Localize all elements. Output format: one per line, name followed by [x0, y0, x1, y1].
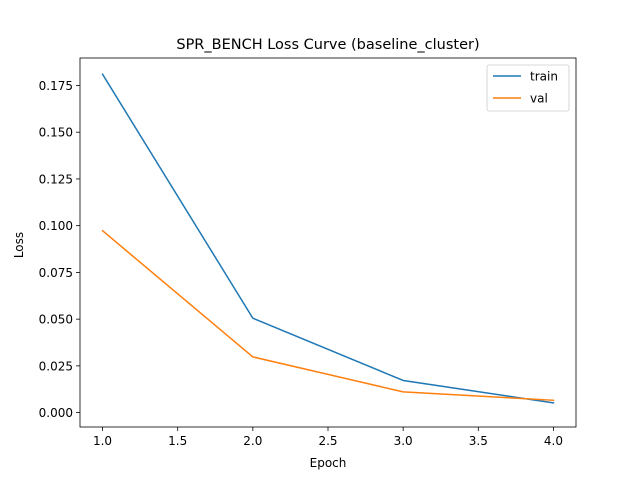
y-tick-label: 0.075 [39, 266, 73, 280]
x-tick-label: 2.5 [318, 434, 337, 448]
y-tick-label: 0.150 [39, 126, 73, 140]
x-tick-label: 2.0 [243, 434, 262, 448]
legend: train val [486, 64, 570, 112]
axes-frame [79, 57, 577, 428]
x-tick-label: 3.0 [394, 434, 413, 448]
y-tick-label: 0.025 [39, 359, 73, 373]
legend-label-train: train [530, 70, 558, 84]
x-tick-label: 1.0 [93, 434, 112, 448]
legend-label-val: val [530, 92, 548, 106]
x-tick-label: 3.5 [469, 434, 488, 448]
plot-area: 1.0 1.5 2.0 2.5 3.0 3.5 4.0 0.000 0.025 0.050 0.07… [39, 57, 577, 448]
x-tick-label: 1.5 [168, 434, 187, 448]
y-tick-label: 0.125 [39, 172, 73, 186]
series-line-train [101, 73, 555, 404]
y-tick-label: 0.100 [39, 219, 73, 233]
y-tick-label: 0.050 [39, 313, 73, 327]
y-axis-label: Loss [12, 232, 26, 258]
y-tick-label: 0.000 [39, 406, 73, 420]
x-tick-label: 4.0 [544, 434, 563, 448]
chart-title: SPR_BENCH Loss Curve (baseline_cluster) [176, 37, 479, 53]
x-axis-label: Epoch [310, 456, 347, 470]
y-tick-label: 0.175 [39, 79, 73, 93]
series-line-val [101, 229, 555, 402]
